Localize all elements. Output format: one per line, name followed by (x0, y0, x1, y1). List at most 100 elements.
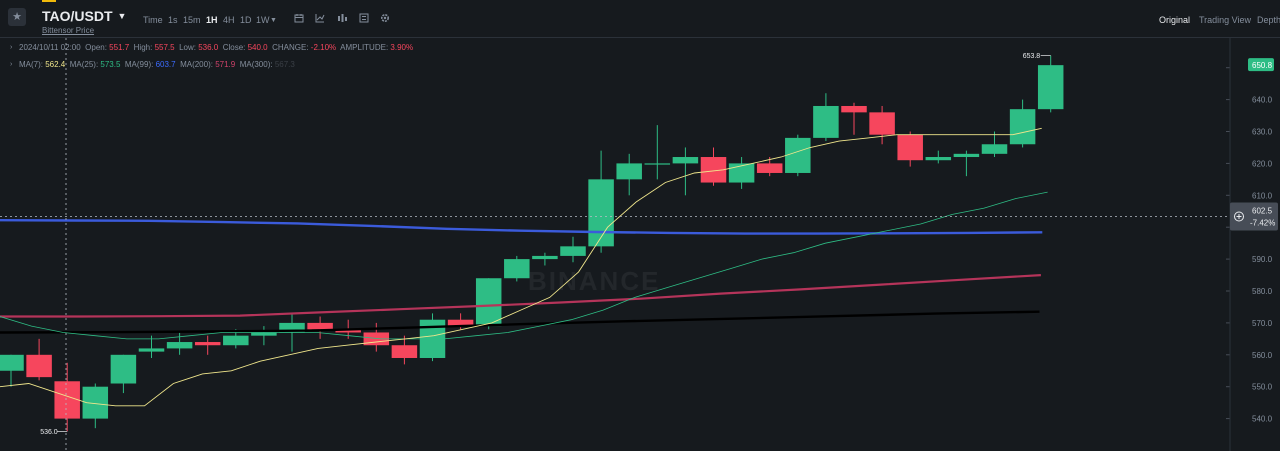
y-tick-label: 590.0 (1252, 255, 1273, 264)
candle-down (335, 329, 361, 333)
chevron-down-icon: ▼ (117, 11, 127, 21)
timeframe-chevron-down-icon[interactable]: ▼ (270, 17, 277, 24)
ma300-value: 567.3 (274, 60, 295, 69)
watermark: BINANCE (528, 266, 661, 296)
ma99-line (0, 219, 1043, 235)
candle-up (532, 255, 558, 260)
candle-up (588, 179, 614, 247)
ma200-value: 571.9 (215, 60, 236, 69)
candle-down (869, 112, 895, 135)
ma-legend: MA(7): 562.4 MA(25): 573.5 MA(99): 603.7… (19, 60, 295, 69)
candle-up (1009, 109, 1036, 145)
symbol-label: TAO/USDT (42, 8, 113, 24)
ma200-label: MA(200): (180, 60, 213, 69)
last-price-label: 650.8 (1252, 61, 1273, 70)
ma7-value: 562.4 (45, 60, 66, 69)
candle-down (447, 319, 474, 327)
ma25-value: 573.5 (100, 60, 121, 69)
tab-1d[interactable]: 1D (240, 15, 252, 25)
candle-up (925, 157, 952, 161)
candle-up (785, 137, 811, 173)
candle-up (251, 332, 277, 336)
y-tick-label: 550.0 (1252, 383, 1273, 392)
amplitude-value: 3.90% (390, 43, 414, 52)
calendar-icon[interactable] (294, 13, 304, 26)
ma300-line (0, 310, 1040, 334)
open-label: Open: (85, 43, 107, 52)
subtitle-link[interactable]: Bittensor Price (42, 26, 95, 35)
settings-sliders-icon[interactable] (359, 13, 369, 26)
y-tick-label: 570.0 (1252, 319, 1273, 328)
ma7-label: MA(7): (19, 60, 43, 69)
y-tick-label: 580.0 (1252, 287, 1273, 296)
candle-up (981, 144, 1008, 154)
candle-up (616, 163, 642, 180)
ma7-line (0, 127, 1042, 407)
tab-1s[interactable]: 1s (168, 15, 178, 25)
candle-up (1037, 65, 1064, 110)
candle-up (166, 342, 193, 349)
tab-1h[interactable]: 1H (206, 15, 218, 25)
amplitude-label: AMPLITUDE: (340, 43, 389, 52)
candle-down (307, 322, 333, 330)
tab-time[interactable]: Time (143, 15, 163, 25)
ohlc-toggle-icon[interactable]: › (10, 44, 13, 51)
ma25-label: MA(25): (69, 60, 99, 69)
ohlc-legend: 2024/10/11 02:00 Open: 551.7 High: 557.5… (19, 43, 413, 52)
view-trading-view[interactable]: Trading View (1199, 15, 1252, 25)
ohlc-date: 2024/10/11 02:00 (19, 43, 81, 52)
candle-down (194, 342, 221, 346)
candle-down (54, 381, 80, 419)
y-tick-label: 610.0 (1252, 191, 1273, 200)
candle-down (26, 354, 52, 378)
candle-down (363, 332, 390, 346)
top-bar: ★ TAO/USDT ▼ Bittensor Price Time 1s 15m … (0, 0, 1280, 38)
candle-up (110, 354, 137, 384)
y-tick-label: 540.0 (1252, 415, 1273, 424)
low-label: Low: (179, 43, 196, 52)
y-tick-label: 640.0 (1252, 96, 1273, 105)
candle-up (279, 322, 305, 333)
candle-up (672, 157, 699, 164)
active-indicator (42, 0, 56, 2)
candle-down (391, 345, 418, 358)
candle-up (813, 105, 839, 138)
crosshair-change-label: -7.42% (1250, 219, 1275, 228)
low-value: 536.0 (198, 43, 219, 52)
crosshair-price-label: 602.5 (1252, 207, 1273, 216)
y-tick-label: 630.0 (1252, 128, 1273, 137)
ma99-label: MA(99): (124, 60, 154, 69)
tab-1w[interactable]: 1W (256, 15, 270, 25)
candle-up (953, 153, 980, 158)
gear-icon[interactable] (380, 13, 390, 26)
open-value: 551.7 (109, 43, 130, 52)
ma300-label: MA(300): (239, 60, 273, 69)
high-value: 557.5 (154, 43, 175, 52)
star-icon[interactable]: ★ (8, 8, 26, 26)
add-alert-icon[interactable] (1234, 211, 1244, 222)
view-depth[interactable]: Depth (1257, 15, 1280, 25)
y-tick-label: 560.0 (1252, 351, 1273, 360)
y-tick-label: 620.0 (1252, 159, 1273, 168)
candle-up (560, 246, 586, 256)
close-value: 540.0 (247, 43, 268, 52)
candle-down (897, 134, 923, 161)
ma99-value: 603.7 (155, 60, 176, 69)
chart-type-icon[interactable] (315, 13, 325, 26)
candlestick-plot[interactable]: 540.0550.0560.0570.0580.0590.0600.0610.0… (0, 38, 1280, 451)
price-chart[interactable]: › 2024/10/11 02:00 Open: 551.7 High: 557… (0, 38, 1280, 451)
close-label: Close: (222, 43, 246, 52)
last-price-tag (1248, 58, 1274, 72)
symbol-selector[interactable]: TAO/USDT ▼ (42, 8, 126, 24)
candle-up (0, 354, 24, 371)
candle-up (138, 348, 165, 352)
change-label: CHANGE: (272, 43, 309, 52)
tab-15m[interactable]: 15m (183, 15, 201, 25)
candle-down (841, 105, 867, 113)
view-original[interactable]: Original (1159, 15, 1191, 25)
indicators-icon[interactable] (337, 13, 348, 26)
ma-toggle-icon[interactable]: › (10, 61, 13, 68)
tab-4h[interactable]: 4H (223, 15, 235, 25)
candle-up (223, 335, 249, 346)
candle-up (644, 163, 671, 165)
